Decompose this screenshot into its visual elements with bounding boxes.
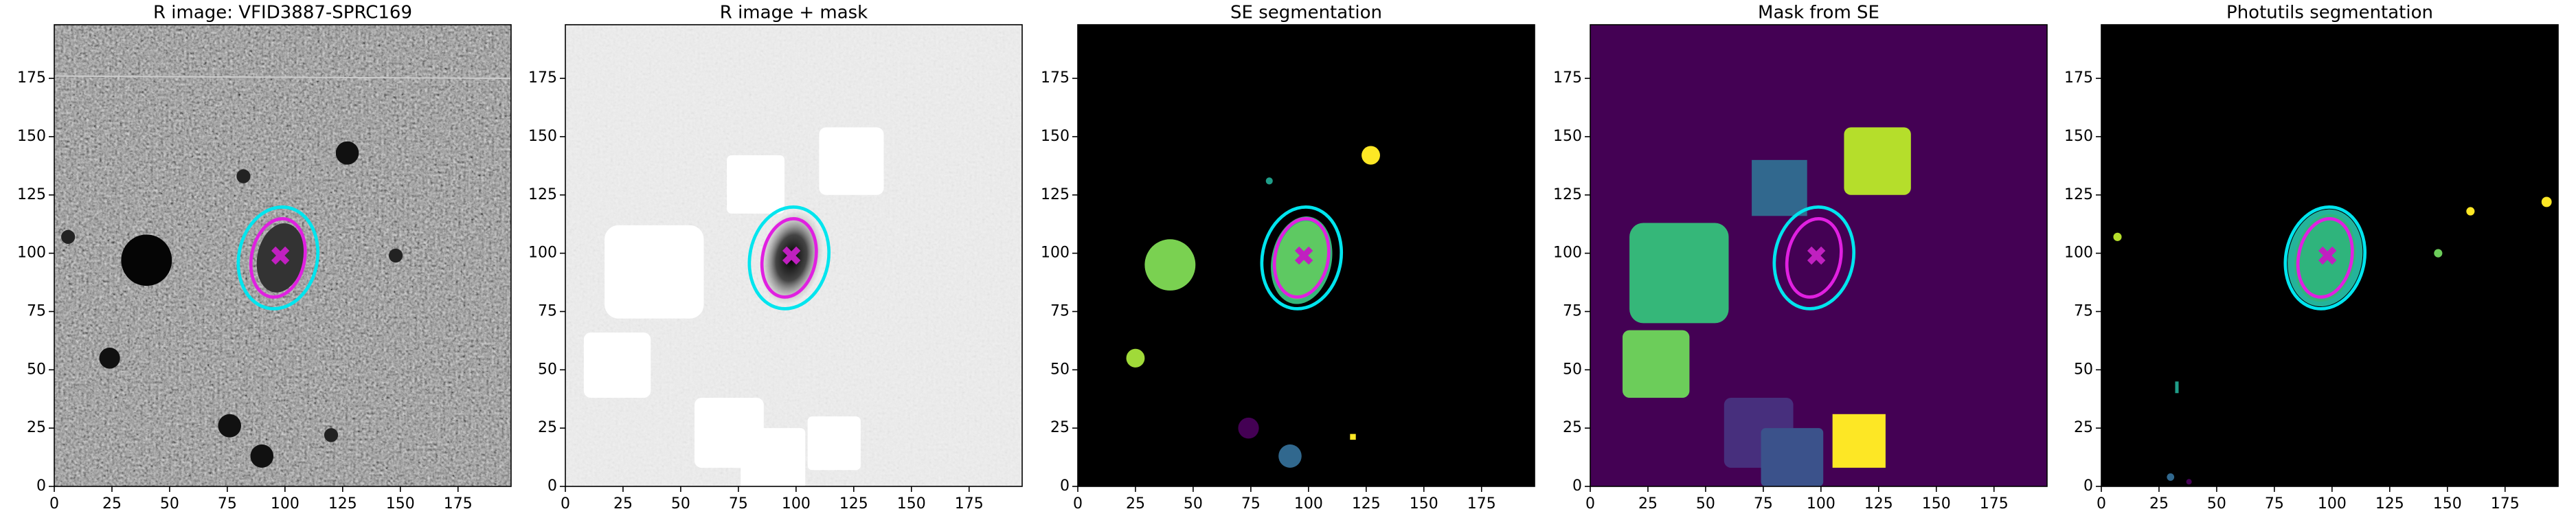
image-panel — [1590, 25, 2047, 486]
axes-frame — [565, 24, 1023, 487]
y-tick-label: 25 — [2074, 419, 2093, 436]
x-tick-label: 50 — [1184, 495, 1203, 513]
panel-title: R image + mask — [720, 3, 868, 23]
y-tick-label: 75 — [2074, 302, 2093, 319]
x-tick-label: 100 — [782, 495, 811, 513]
x-tick-label: 50 — [2207, 495, 2226, 513]
y-tick-label: 175 — [1553, 69, 1582, 87]
y-tick-label: 0 — [1060, 477, 1070, 495]
y-tick-label: 100 — [1553, 245, 1582, 262]
y-tick-label: 100 — [1041, 245, 1070, 262]
x-tick-label: 25 — [1126, 495, 1145, 513]
x-tick-label: 175 — [444, 495, 473, 513]
y-tick-label: 75 — [27, 302, 46, 319]
x-tick-label: 100 — [1294, 495, 1323, 513]
y-tick-label: 175 — [17, 69, 46, 87]
x-tick-label: 50 — [160, 495, 179, 513]
x-tick-label: 0 — [1585, 495, 1595, 513]
y-tick-label: 25 — [1050, 419, 1070, 436]
y-tick-label: 150 — [528, 128, 557, 145]
y-tick-label: 175 — [528, 69, 557, 87]
x-tick-label: 125 — [328, 495, 357, 513]
x-tick-label: 150 — [1922, 495, 1951, 513]
x-tick-label: 50 — [1696, 495, 1715, 513]
y-tick-label: 0 — [547, 477, 557, 495]
y-tick-label: 125 — [1041, 186, 1070, 203]
y-tick-label: 50 — [538, 361, 557, 378]
image-panel — [54, 25, 511, 486]
y-tick-label: 100 — [2064, 245, 2093, 262]
panel-title: Mask from SE — [1758, 3, 1879, 23]
y-tick-label: 75 — [1563, 302, 1582, 319]
y-tick-label: 75 — [1050, 302, 1070, 319]
y-tick-label: 75 — [538, 302, 557, 319]
x-tick-label: 150 — [1410, 495, 1438, 513]
image-panel — [1078, 25, 1535, 486]
x-tick-label: 75 — [1754, 495, 1773, 513]
x-tick-label: 100 — [2318, 495, 2347, 513]
x-tick-label: 0 — [561, 495, 570, 513]
x-tick-label: 0 — [2097, 495, 2106, 513]
y-tick-label: 0 — [36, 477, 46, 495]
x-tick-label: 25 — [1638, 495, 1658, 513]
x-tick-label: 75 — [1241, 495, 1261, 513]
y-tick-label: 50 — [27, 361, 46, 378]
axes-frame — [1077, 24, 1535, 487]
x-tick-label: 125 — [2375, 495, 2404, 513]
x-tick-label: 25 — [2149, 495, 2169, 513]
x-tick-label: 75 — [729, 495, 748, 513]
axes-frame — [1590, 24, 2048, 487]
y-tick-label: 100 — [17, 245, 46, 262]
y-tick-label: 125 — [2064, 186, 2093, 203]
y-tick-label: 150 — [1553, 128, 1582, 145]
x-tick-label: 175 — [1467, 495, 1496, 513]
x-tick-label: 150 — [897, 495, 926, 513]
x-tick-label: 150 — [386, 495, 415, 513]
y-tick-label: 100 — [528, 245, 557, 262]
y-tick-label: 0 — [1572, 477, 1582, 495]
panel-title: SE segmentation — [1230, 3, 1382, 23]
image-panel — [2101, 25, 2558, 486]
y-tick-label: 0 — [2083, 477, 2093, 495]
y-tick-label: 50 — [1050, 361, 1070, 378]
x-tick-label: 125 — [1352, 495, 1381, 513]
x-tick-label: 150 — [2433, 495, 2462, 513]
y-tick-label: 125 — [17, 186, 46, 203]
y-tick-label: 175 — [1041, 69, 1070, 87]
y-tick-label: 175 — [2064, 69, 2093, 87]
axes-frame — [2101, 24, 2559, 487]
x-tick-label: 25 — [613, 495, 633, 513]
y-tick-label: 125 — [528, 186, 557, 203]
x-tick-label: 175 — [955, 495, 984, 513]
y-tick-label: 50 — [2074, 361, 2093, 378]
x-tick-label: 75 — [2265, 495, 2284, 513]
x-tick-label: 100 — [271, 495, 300, 513]
x-tick-label: 75 — [218, 495, 237, 513]
x-tick-label: 0 — [49, 495, 59, 513]
y-tick-label: 50 — [1563, 361, 1582, 378]
y-tick-label: 150 — [2064, 128, 2093, 145]
x-tick-label: 175 — [1980, 495, 2009, 513]
panel-title: R image: VFID3887-SPRC169 — [153, 3, 412, 23]
y-tick-label: 25 — [1563, 419, 1582, 436]
y-tick-label: 150 — [17, 128, 46, 145]
y-tick-label: 150 — [1041, 128, 1070, 145]
y-tick-label: 25 — [27, 419, 46, 436]
x-tick-label: 125 — [839, 495, 868, 513]
x-tick-label: 175 — [2491, 495, 2520, 513]
x-tick-label: 125 — [1864, 495, 1893, 513]
axes-frame — [54, 24, 512, 487]
x-tick-label: 0 — [1073, 495, 1083, 513]
y-tick-label: 125 — [1553, 186, 1582, 203]
panel-title: Photutils segmentation — [2226, 3, 2433, 23]
x-tick-label: 100 — [1807, 495, 1835, 513]
x-tick-label: 50 — [671, 495, 690, 513]
y-tick-label: 25 — [538, 419, 557, 436]
x-tick-label: 25 — [102, 495, 122, 513]
image-panel — [565, 25, 1022, 486]
